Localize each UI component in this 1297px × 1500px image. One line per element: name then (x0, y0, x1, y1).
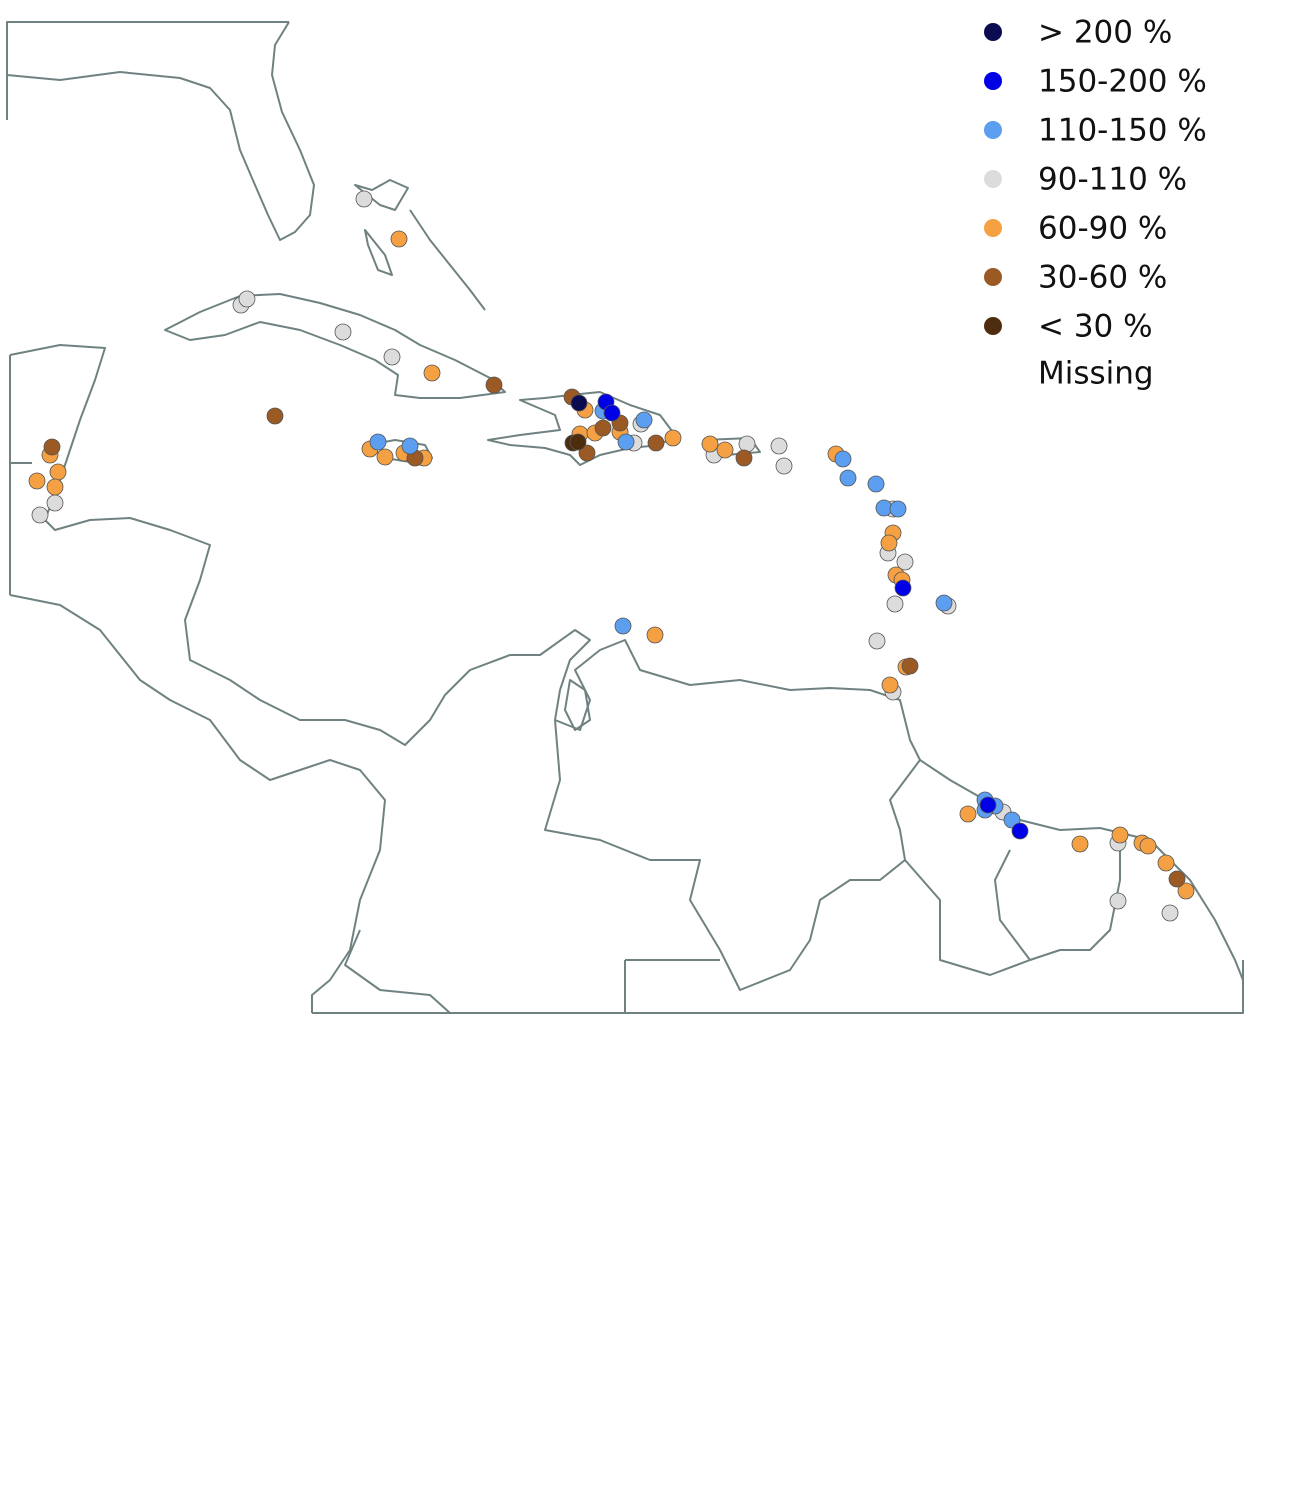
station-marker (716, 441, 734, 459)
station-markers (28, 190, 1195, 922)
station-marker (979, 796, 997, 814)
station-marker (334, 323, 352, 341)
station-marker (485, 376, 503, 394)
station-marker (1161, 904, 1179, 922)
station-marker (1109, 892, 1127, 910)
station-marker (617, 433, 635, 451)
station-marker (647, 434, 665, 452)
coastlines (6, 21, 1244, 1014)
station-marker (889, 500, 907, 518)
station-marker (594, 419, 612, 437)
legend-swatch (984, 219, 1002, 237)
station-marker (881, 676, 899, 694)
legend-label: < 30 % (1038, 309, 1153, 345)
legend-label: 30-60 % (1038, 260, 1167, 296)
station-marker (569, 433, 587, 451)
station-marker (901, 657, 919, 675)
station-marker (770, 437, 788, 455)
station-marker (578, 444, 596, 462)
station-marker (635, 411, 653, 429)
legend: Missing > 200 % 150-200 % 110-150 % 90-110 … (984, 15, 1207, 392)
station-marker (875, 499, 893, 517)
legend-swatch (984, 23, 1002, 41)
legend-label: 90-110 % (1038, 162, 1187, 198)
station-marker (868, 632, 886, 650)
station-marker (49, 463, 67, 481)
legend-missing: Missing (1038, 356, 1154, 392)
station-marker (266, 407, 284, 425)
station-marker (664, 429, 682, 447)
station-marker (867, 475, 885, 493)
legend-label: 110-150 % (1038, 113, 1207, 149)
station-marker (28, 472, 46, 490)
station-marker (775, 457, 793, 475)
station-marker (1011, 822, 1029, 840)
station-marker (738, 435, 756, 453)
station-marker (390, 230, 408, 248)
station-marker (646, 626, 664, 644)
station-marker (886, 595, 904, 613)
station-marker (383, 348, 401, 366)
station-marker (701, 435, 719, 453)
station-marker (834, 450, 852, 468)
station-marker (1177, 882, 1195, 900)
station-marker (1111, 826, 1129, 844)
station-marker (423, 364, 441, 382)
station-marker (238, 290, 256, 308)
station-marker (1071, 835, 1089, 853)
legend-label: > 200 % (1038, 15, 1172, 51)
station-marker (935, 594, 953, 612)
legend-label: 150-200 % (1038, 64, 1207, 100)
legend-label: 60-90 % (1038, 211, 1167, 247)
legend-swatch (984, 268, 1002, 286)
station-marker (896, 553, 914, 571)
station-marker (46, 494, 64, 512)
legend-swatch (984, 72, 1002, 90)
station-marker (1157, 854, 1175, 872)
station-marker (46, 478, 64, 496)
station-marker (603, 404, 621, 422)
station-marker (839, 469, 857, 487)
station-marker (894, 579, 912, 597)
station-marker (1168, 870, 1186, 888)
station-marker (43, 438, 61, 456)
station-marker (376, 448, 394, 466)
legend-swatch (984, 317, 1002, 335)
station-marker (570, 394, 588, 412)
station-marker (355, 190, 373, 208)
station-marker (1139, 837, 1157, 855)
station-marker (31, 506, 49, 524)
station-marker (614, 617, 632, 635)
station-marker (735, 449, 753, 467)
legend-swatch (984, 121, 1002, 139)
station-marker (369, 433, 387, 451)
station-marker (401, 437, 419, 455)
station-marker (880, 534, 898, 552)
station-marker (959, 805, 977, 823)
legend-swatch (984, 170, 1002, 188)
